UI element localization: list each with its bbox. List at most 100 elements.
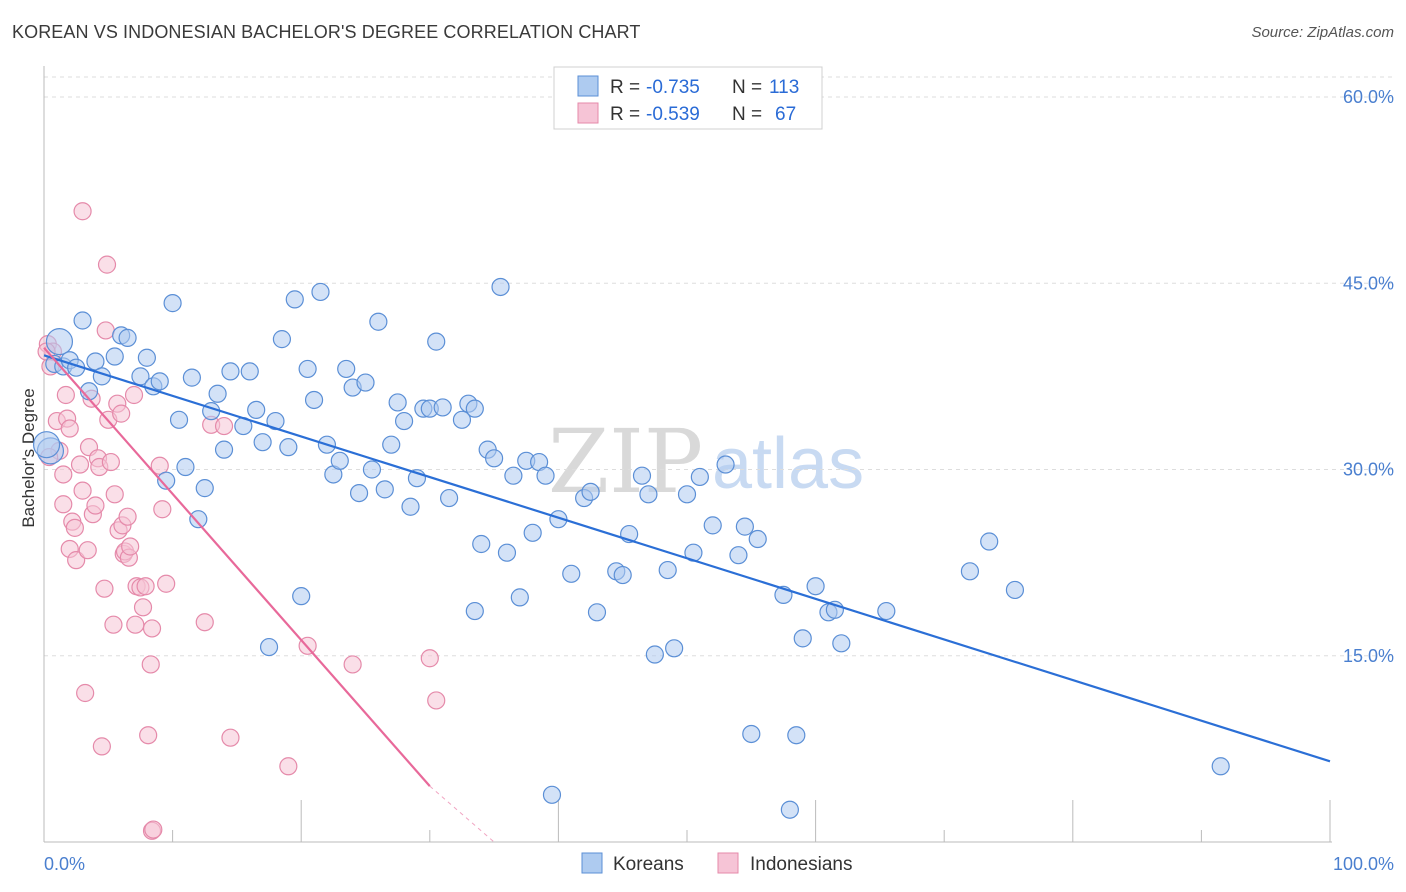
x-tick-label-min: 0.0%	[44, 854, 85, 874]
korean-point-19	[169, 410, 189, 429]
indonesian-point-41	[121, 537, 140, 556]
korean-point-58	[427, 332, 446, 351]
korean-point-94	[716, 455, 735, 474]
korean-point-64	[465, 601, 484, 621]
korean-point-37	[292, 587, 311, 606]
indonesian-point-43	[126, 615, 145, 634]
indonesian-point-18	[78, 541, 97, 560]
indonesian-point-9	[60, 419, 79, 438]
korean-point-26	[214, 440, 234, 459]
indonesian-point-42	[124, 385, 144, 405]
korean-point-109	[980, 532, 999, 551]
korean-point-25	[208, 384, 227, 403]
korean-point-101	[787, 726, 806, 745]
indonesian-point-60	[279, 757, 298, 776]
korean-point-98	[748, 529, 767, 549]
indonesian-point-25	[92, 737, 111, 756]
korean-point-31	[253, 433, 272, 452]
korean-point-18	[163, 294, 182, 313]
korean-point-110	[1005, 580, 1025, 600]
korean-point-67	[485, 449, 504, 468]
indonesian-point-39	[118, 507, 137, 526]
trend-lines	[43, 347, 1331, 843]
korean-point-75	[536, 466, 555, 485]
korean-point-86	[639, 485, 658, 504]
legend: R = -0.735 N = 113 R = -0.539 N = 67	[553, 66, 823, 130]
indonesian-point-59	[221, 728, 240, 747]
bottom-legend-swatch-indonesians	[717, 852, 739, 874]
indonesian-point-28	[97, 255, 117, 274]
indonesian-point-58	[214, 416, 234, 436]
indonesian-point-47	[136, 577, 155, 596]
korean-point-23	[195, 479, 214, 498]
y-tick-labels: 15.0% 30.0% 45.0% 60.0%	[1343, 87, 1394, 666]
chart-title: KOREAN VS INDONESIAN BACHELOR'S DEGREE C…	[12, 22, 641, 42]
legend-r-label-indonesians: R =	[610, 104, 640, 125]
indonesian-point-35	[112, 404, 131, 423]
legend-swatch-koreans	[577, 75, 599, 97]
korean-point-81	[587, 603, 607, 622]
trend-line-koreans	[43, 354, 1331, 763]
indonesian-point-64	[427, 691, 446, 710]
korean-point-2	[45, 328, 74, 356]
legend-box	[553, 66, 823, 130]
bottom-legend-label-koreans: Koreans	[613, 854, 684, 875]
indonesian-point-46	[133, 598, 153, 617]
indonesian-point-12	[65, 518, 84, 537]
korean-point-43	[330, 451, 349, 470]
series-koreans	[32, 277, 1230, 819]
indonesian-point-13	[67, 551, 86, 570]
korean-point-80	[581, 482, 600, 501]
korean-point-50	[375, 480, 394, 499]
bottom-legend-label-indonesians: Indonesians	[750, 854, 852, 875]
korean-point-69	[497, 543, 517, 562]
korean-point-92	[690, 467, 709, 487]
y-tick-label-2: 45.0%	[1343, 273, 1394, 293]
korean-point-89	[665, 639, 684, 658]
korean-point-53	[394, 411, 414, 431]
korean-point-90	[677, 485, 697, 504]
korean-point-106	[832, 634, 851, 653]
indonesian-point-31	[104, 615, 123, 634]
indonesian-point-26	[95, 579, 114, 598]
korean-point-21	[182, 368, 201, 387]
indonesian-point-55	[157, 574, 176, 593]
korean-point-48	[362, 460, 382, 479]
korean-point-87	[645, 645, 664, 664]
korean-point-17	[157, 471, 176, 490]
korean-point-33	[266, 411, 285, 431]
korean-point-16	[150, 372, 169, 391]
indonesian-point-27	[96, 321, 115, 340]
korean-point-34	[272, 330, 292, 349]
legend-r-value-indonesians: -0.539	[646, 104, 700, 125]
korean-point-96	[735, 517, 754, 536]
korean-point-39	[304, 390, 324, 410]
korean-point-52	[388, 393, 407, 412]
korean-point-30	[247, 400, 266, 419]
korean-point-65	[472, 534, 491, 554]
korean-point-32	[259, 637, 279, 657]
indonesian-point-22	[86, 496, 105, 515]
korean-point-60	[439, 488, 459, 508]
y-tick-label-0: 15.0%	[1343, 646, 1394, 666]
korean-point-78	[562, 564, 581, 583]
korean-point-103	[806, 577, 825, 596]
korean-point-68	[491, 277, 510, 297]
korean-point-51	[382, 435, 401, 454]
y-tick-label-3: 60.0%	[1343, 87, 1394, 107]
korean-point-102	[793, 629, 812, 648]
bottom-legend-swatch-koreans	[581, 852, 603, 874]
indonesian-point-54	[153, 500, 172, 519]
korean-point-111	[1211, 757, 1230, 776]
indonesian-point-7	[56, 385, 75, 405]
watermark-atlas: atlas	[712, 424, 864, 504]
chart-source: Source: ZipAtlas.com	[1251, 24, 1394, 41]
trend-line-indonesians	[43, 347, 431, 787]
indonesian-point-48	[139, 726, 158, 745]
korean-point-12	[118, 328, 137, 347]
korean-point-29	[240, 362, 259, 381]
korean-point-61	[452, 410, 472, 429]
korean-point-70	[504, 466, 523, 485]
legend-n-label-koreans: N =	[732, 77, 762, 98]
y-tick-label-1: 30.0%	[1343, 460, 1394, 480]
